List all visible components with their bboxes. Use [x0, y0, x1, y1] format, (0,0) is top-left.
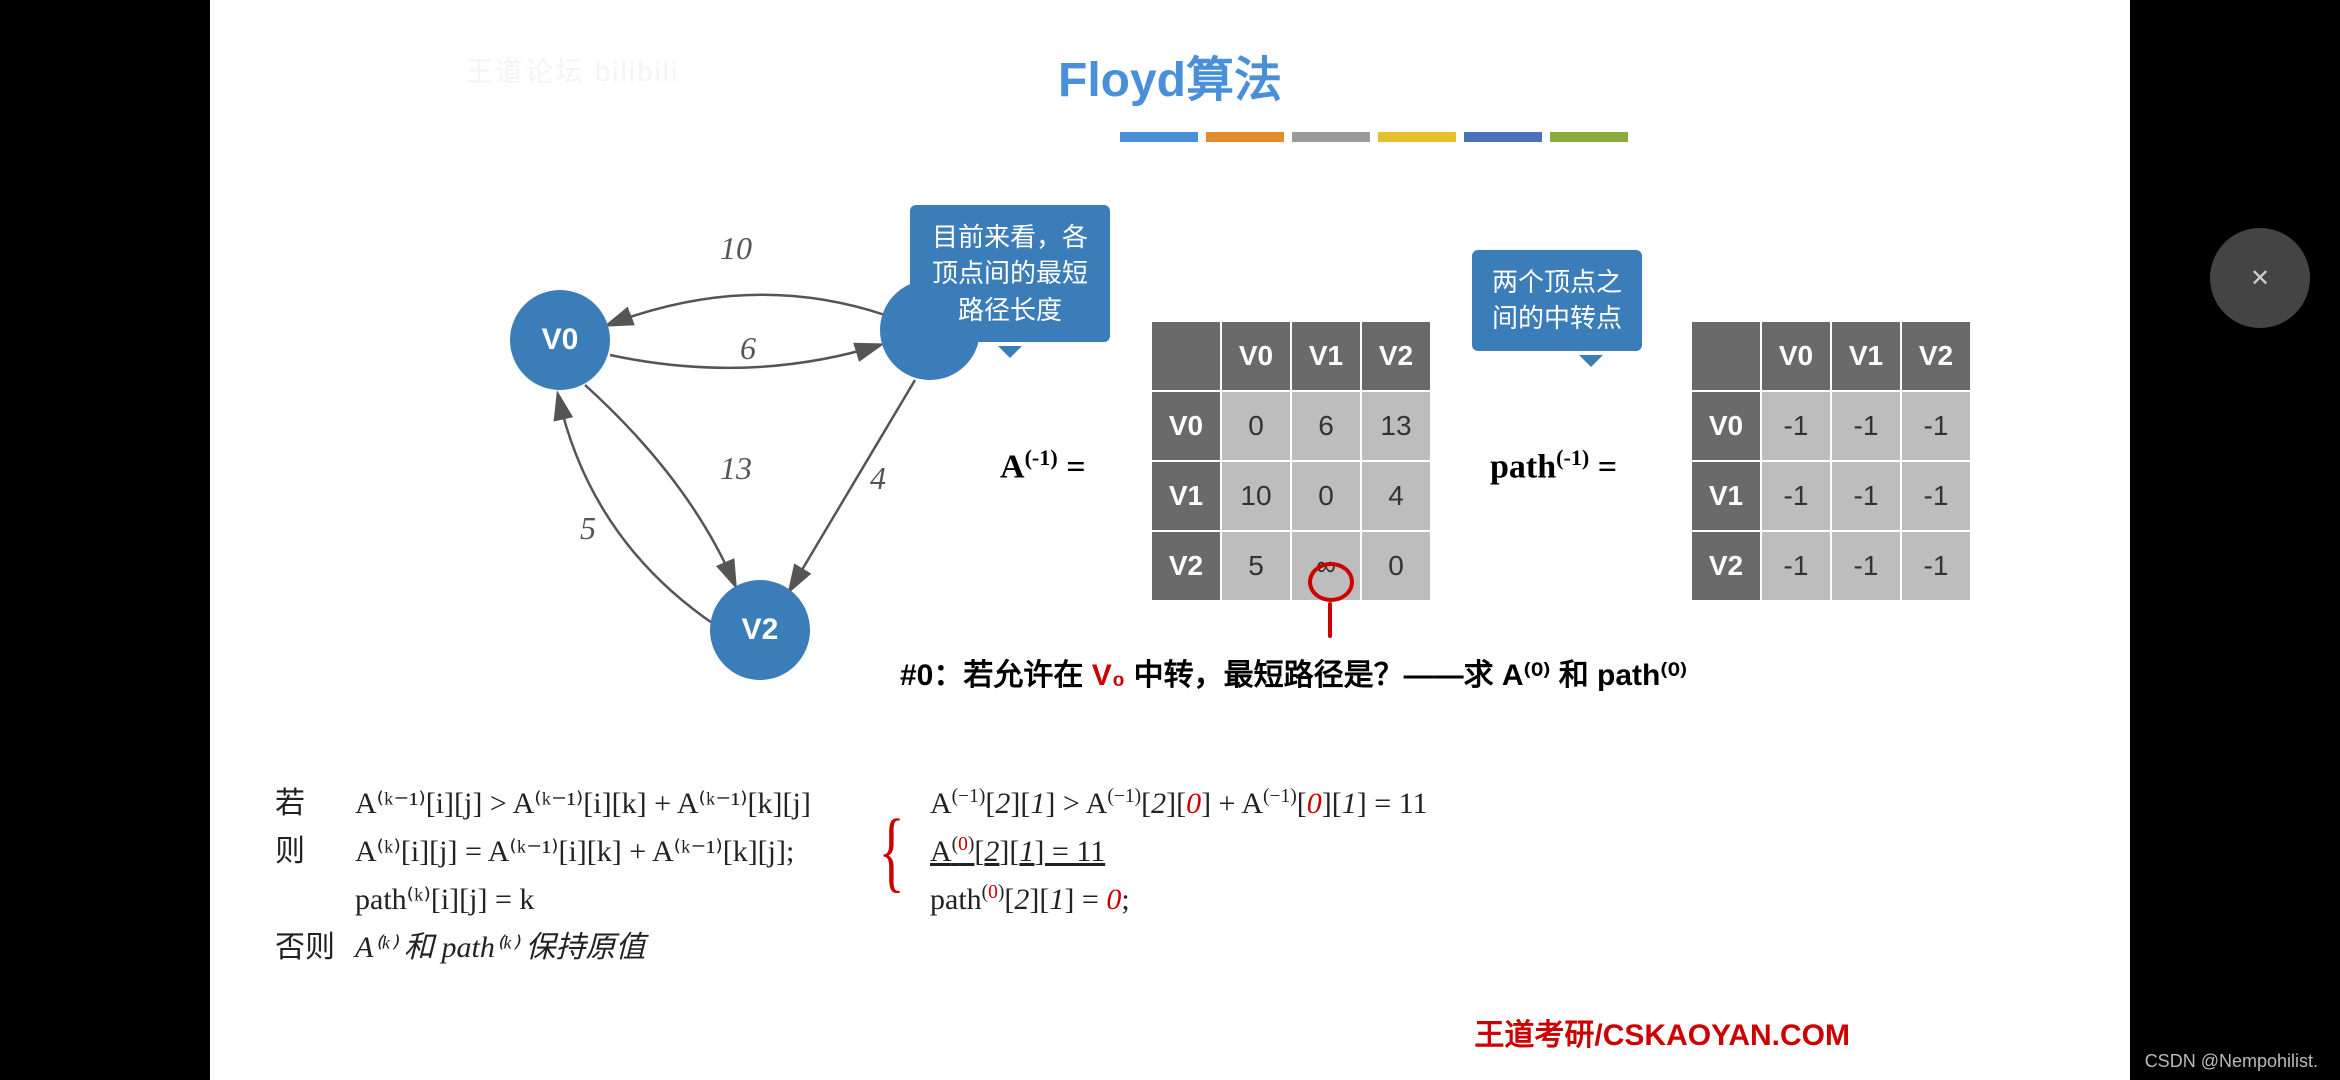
matrix-a: V0V1V2V00613V11004V25∞0	[1150, 320, 1432, 602]
matrix-a-label: A(-1) =	[1000, 445, 1086, 486]
edge-label: 6	[740, 330, 756, 367]
question-line: #0：若允许在 V₀ 中转，最短路径是？——求 A⁽⁰⁾ 和 path⁽⁰⁾	[900, 650, 1687, 694]
fr-line1: A(−1)[2][1] > A(−1)[2][0] + A(−1)[0][1] …	[930, 780, 1730, 828]
then-expr1: A⁽ᵏ⁾[i][j] = A⁽ᵏ⁻¹⁾[i][k] + A⁽ᵏ⁻¹⁾[k][j]…	[355, 835, 794, 868]
fr-line2: A(0)[2][1] = 11	[930, 828, 1730, 876]
matrix-p: V0V1V2V0-1-1-1V1-1-1-1V2-1-1-1	[1690, 320, 1972, 602]
matrix-p-label: path(-1) =	[1490, 445, 1617, 486]
q-a: A⁽⁰⁾	[1502, 659, 1550, 692]
edge-label: 10	[720, 230, 752, 267]
brace: {	[879, 800, 905, 903]
callout-p: 两个顶点之间的中转点	[1472, 250, 1642, 351]
csdn-watermark: CSDN @Nempohilist.	[2145, 1051, 2318, 1072]
q-p: path⁽⁰⁾	[1597, 659, 1687, 692]
node-v2: V2	[710, 580, 810, 680]
q-mid: 中转，最短路径是？——求	[1125, 659, 1502, 692]
divider	[1120, 132, 1628, 142]
formula-right: A(−1)[2][1] > A(−1)[2][0] + A(−1)[0][1] …	[930, 780, 1730, 924]
q-v0: V₀	[1092, 659, 1126, 692]
q-and: 和	[1550, 659, 1597, 692]
if-expr: A⁽ᵏ⁻¹⁾[i][j] > A⁽ᵏ⁻¹⁾[i][k] + A⁽ᵏ⁻¹⁾[k][…	[355, 787, 811, 820]
then-expr2: path⁽ᵏ⁾[i][j] = k	[355, 883, 534, 916]
footer-brand: 王道考研/CSKAOYAN.COM	[1474, 1010, 1850, 1054]
close-fab[interactable]: ✕	[2210, 228, 2310, 328]
else-expr: A⁽ᵏ⁾ 和 path⁽ᵏ⁾ 保持原值	[355, 931, 646, 964]
annotation-tail	[1328, 602, 1332, 638]
else-label: 否则	[275, 924, 355, 972]
callout-a: 目前来看，各顶点间的最短路径长度	[910, 205, 1110, 342]
q-prefix: #0：若允许在	[900, 659, 1092, 692]
then-label: 则	[275, 828, 355, 876]
fr-line3: path(0)[2][1] = 0;	[930, 876, 1730, 924]
edge-label: 13	[720, 450, 752, 487]
if-label: 若	[275, 780, 355, 828]
circle-annotation	[1308, 562, 1354, 602]
node-v0: V0	[510, 290, 610, 390]
slide: 王道论坛 bilibili Floyd算法 V0V1V2 1061354 目前来…	[210, 0, 2130, 1080]
formula-left: 若A⁽ᵏ⁻¹⁾[i][j] > A⁽ᵏ⁻¹⁾[i][k] + A⁽ᵏ⁻¹⁾[k]…	[275, 780, 1025, 972]
edge-label: 4	[870, 460, 886, 497]
slide-title: Floyd算法	[210, 40, 2130, 110]
edge-label: 5	[580, 510, 596, 547]
